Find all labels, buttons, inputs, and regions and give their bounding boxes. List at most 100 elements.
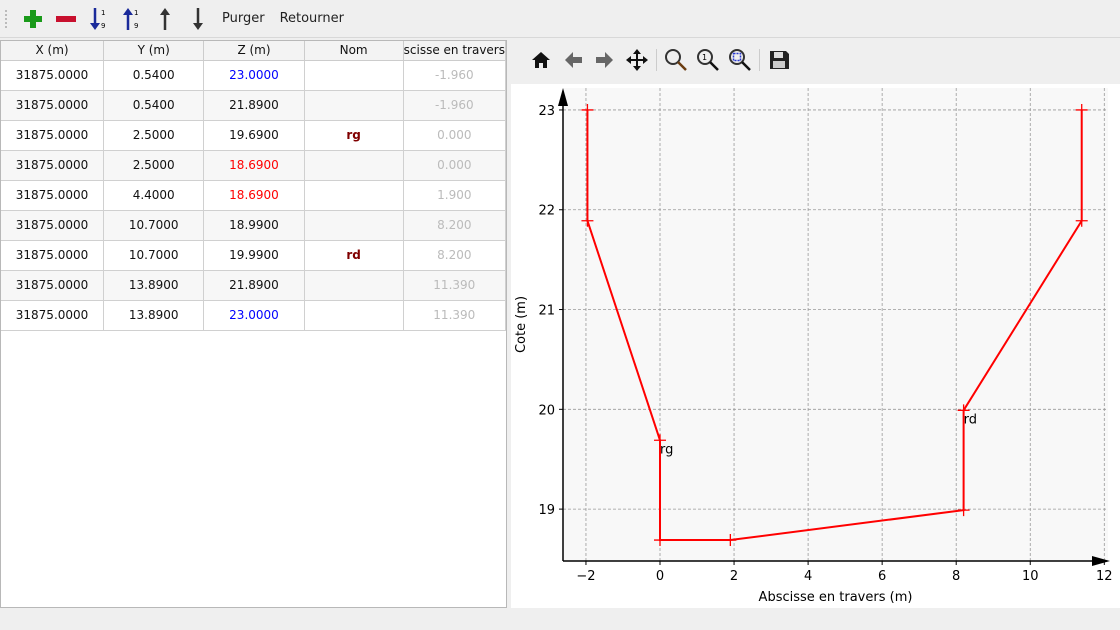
cell-y[interactable]: 0.5400: [103, 90, 205, 121]
x-tick-label: 12: [1096, 569, 1113, 584]
x-tick-label: 8: [952, 569, 960, 584]
cell-z[interactable]: 21.8900: [203, 270, 305, 301]
svg-text:9: 9: [101, 22, 105, 30]
remove-point-button[interactable]: [51, 4, 81, 34]
cell-z[interactable]: 18.9900: [203, 210, 305, 241]
remove-icon: [56, 15, 76, 22]
cell-y[interactable]: 10.7000: [103, 240, 205, 271]
x-tick-label: 4: [804, 569, 812, 584]
cell-y[interactable]: 4.4000: [103, 180, 205, 211]
zoom-fit-button[interactable]: [724, 44, 756, 76]
cell-abs[interactable]: 0.000: [403, 120, 507, 151]
column-header[interactable]: Nom: [304, 41, 404, 61]
cell-abs[interactable]: -1.960: [403, 90, 507, 121]
cell-z[interactable]: 19.6900: [203, 120, 305, 151]
cell-y[interactable]: 13.8900: [103, 300, 205, 331]
cell-nom[interactable]: [304, 180, 404, 211]
pan-button[interactable]: [621, 44, 653, 76]
cell-abs[interactable]: -1.960: [403, 60, 507, 91]
pan-icon: [626, 49, 648, 71]
cell-nom[interactable]: [304, 60, 404, 91]
cell-abs[interactable]: 11.390: [403, 270, 507, 301]
add-point-button[interactable]: [18, 4, 48, 34]
cell-y[interactable]: 13.8900: [103, 270, 205, 301]
x-axis-arrow: [1092, 556, 1110, 566]
data-point-marker: [654, 534, 667, 547]
column-header[interactable]: Z (m): [203, 41, 305, 61]
cell-x[interactable]: 31875.0000: [1, 240, 105, 271]
cell-x[interactable]: 31875.0000: [1, 180, 105, 211]
cell-abs[interactable]: 8.200: [403, 210, 507, 241]
profile-chart[interactable]: −2 0 2 4 6 8 10 12 19 20 21 22 23 rg rd Abscisse en tra…: [511, 84, 1120, 608]
cell-z[interactable]: 19.9900: [203, 240, 305, 271]
save-button[interactable]: [763, 44, 795, 76]
reverse-button[interactable]: Retourner: [279, 11, 344, 26]
cell-abs[interactable]: 11.390: [403, 300, 507, 331]
plot-canvas[interactable]: −2 0 2 4 6 8 10 12 19 20 21 22 23 rg rd Abscisse en tra…: [511, 84, 1120, 608]
cell-x[interactable]: 31875.0000: [1, 60, 105, 91]
cell-z[interactable]: 18.6900: [203, 180, 305, 211]
cell-x[interactable]: 31875.0000: [1, 270, 105, 301]
move-up-button[interactable]: [150, 4, 180, 34]
data-point-marker: [1075, 103, 1088, 116]
cell-nom[interactable]: [304, 300, 404, 331]
cell-nom[interactable]: rg: [304, 120, 404, 151]
table-row[interactable]: 31875.0000 13.8900 21.8900 11.390: [1, 270, 507, 301]
table-row[interactable]: 31875.0000 0.5400 21.8900 -1.960: [1, 90, 507, 121]
points-table[interactable]: X (m) Y (m) Z (m) Nom scisse en travers 3187…: [0, 40, 507, 608]
column-header[interactable]: Y (m): [103, 41, 205, 61]
add-icon: [24, 9, 42, 28]
x-tick-label: 10: [1022, 569, 1039, 584]
cell-nom[interactable]: [304, 90, 404, 121]
table-row[interactable]: 31875.0000 2.5000 18.6900 0.000: [1, 150, 507, 181]
cell-y[interactable]: 2.5000: [103, 150, 205, 181]
cell-z[interactable]: 23.0000: [203, 300, 305, 331]
zoom-button[interactable]: [660, 44, 692, 76]
x-tick-label: 0: [656, 569, 664, 584]
cell-x[interactable]: 31875.0000: [1, 210, 105, 241]
cell-z[interactable]: 21.8900: [203, 90, 305, 121]
cell-nom[interactable]: [304, 270, 404, 301]
back-button[interactable]: [557, 44, 589, 76]
point-annotation: rg: [660, 442, 673, 457]
forward-button[interactable]: [589, 44, 621, 76]
svg-text:9: 9: [134, 22, 138, 30]
table-row[interactable]: 31875.0000 0.5400 23.0000 -1.960: [1, 60, 507, 91]
table-row[interactable]: 31875.0000 4.4000 18.6900 1.900: [1, 180, 507, 211]
cell-x[interactable]: 31875.0000: [1, 90, 105, 121]
home-button[interactable]: [525, 44, 557, 76]
cell-z[interactable]: 23.0000: [203, 60, 305, 91]
cell-x[interactable]: 31875.0000: [1, 120, 105, 151]
cell-nom[interactable]: [304, 210, 404, 241]
cell-x[interactable]: 31875.0000: [1, 300, 105, 331]
cell-y[interactable]: 2.5000: [103, 120, 205, 151]
toolbar-grip[interactable]: [5, 10, 8, 28]
cell-abs[interactable]: 8.200: [403, 240, 507, 271]
cell-y[interactable]: 10.7000: [103, 210, 205, 241]
table-row[interactable]: 31875.0000 2.5000 19.6900 rg 0.000: [1, 120, 507, 151]
cell-nom[interactable]: [304, 150, 404, 181]
table-row[interactable]: 31875.0000 10.7000 19.9900 rd 8.200: [1, 240, 507, 271]
cell-abs[interactable]: 1.900: [403, 180, 507, 211]
cell-abs[interactable]: 0.000: [403, 150, 507, 181]
zoom-reset-button[interactable]: 1: [692, 44, 724, 76]
table-row[interactable]: 31875.0000 13.8900 23.0000 11.390: [1, 300, 507, 331]
cell-x[interactable]: 31875.0000: [1, 150, 105, 181]
plot-area: [563, 88, 1108, 561]
column-header[interactable]: scisse en travers: [403, 41, 507, 61]
svg-text:1: 1: [702, 53, 707, 62]
cell-z[interactable]: 18.6900: [203, 150, 305, 181]
purge-button[interactable]: Purger: [222, 11, 265, 26]
zoom-icon: [665, 49, 687, 71]
move-down-button[interactable]: [183, 4, 213, 34]
svg-text:1: 1: [134, 9, 138, 17]
x-axis-label: Abscisse en travers (m): [759, 590, 913, 605]
cell-y[interactable]: 0.5400: [103, 60, 205, 91]
cell-nom[interactable]: rd: [304, 240, 404, 271]
column-header[interactable]: X (m): [1, 41, 105, 61]
x-tick-label: 2: [730, 569, 738, 584]
table-row[interactable]: 31875.0000 10.7000 18.9900 8.200: [1, 210, 507, 241]
y-tick-label: 22: [538, 204, 555, 219]
